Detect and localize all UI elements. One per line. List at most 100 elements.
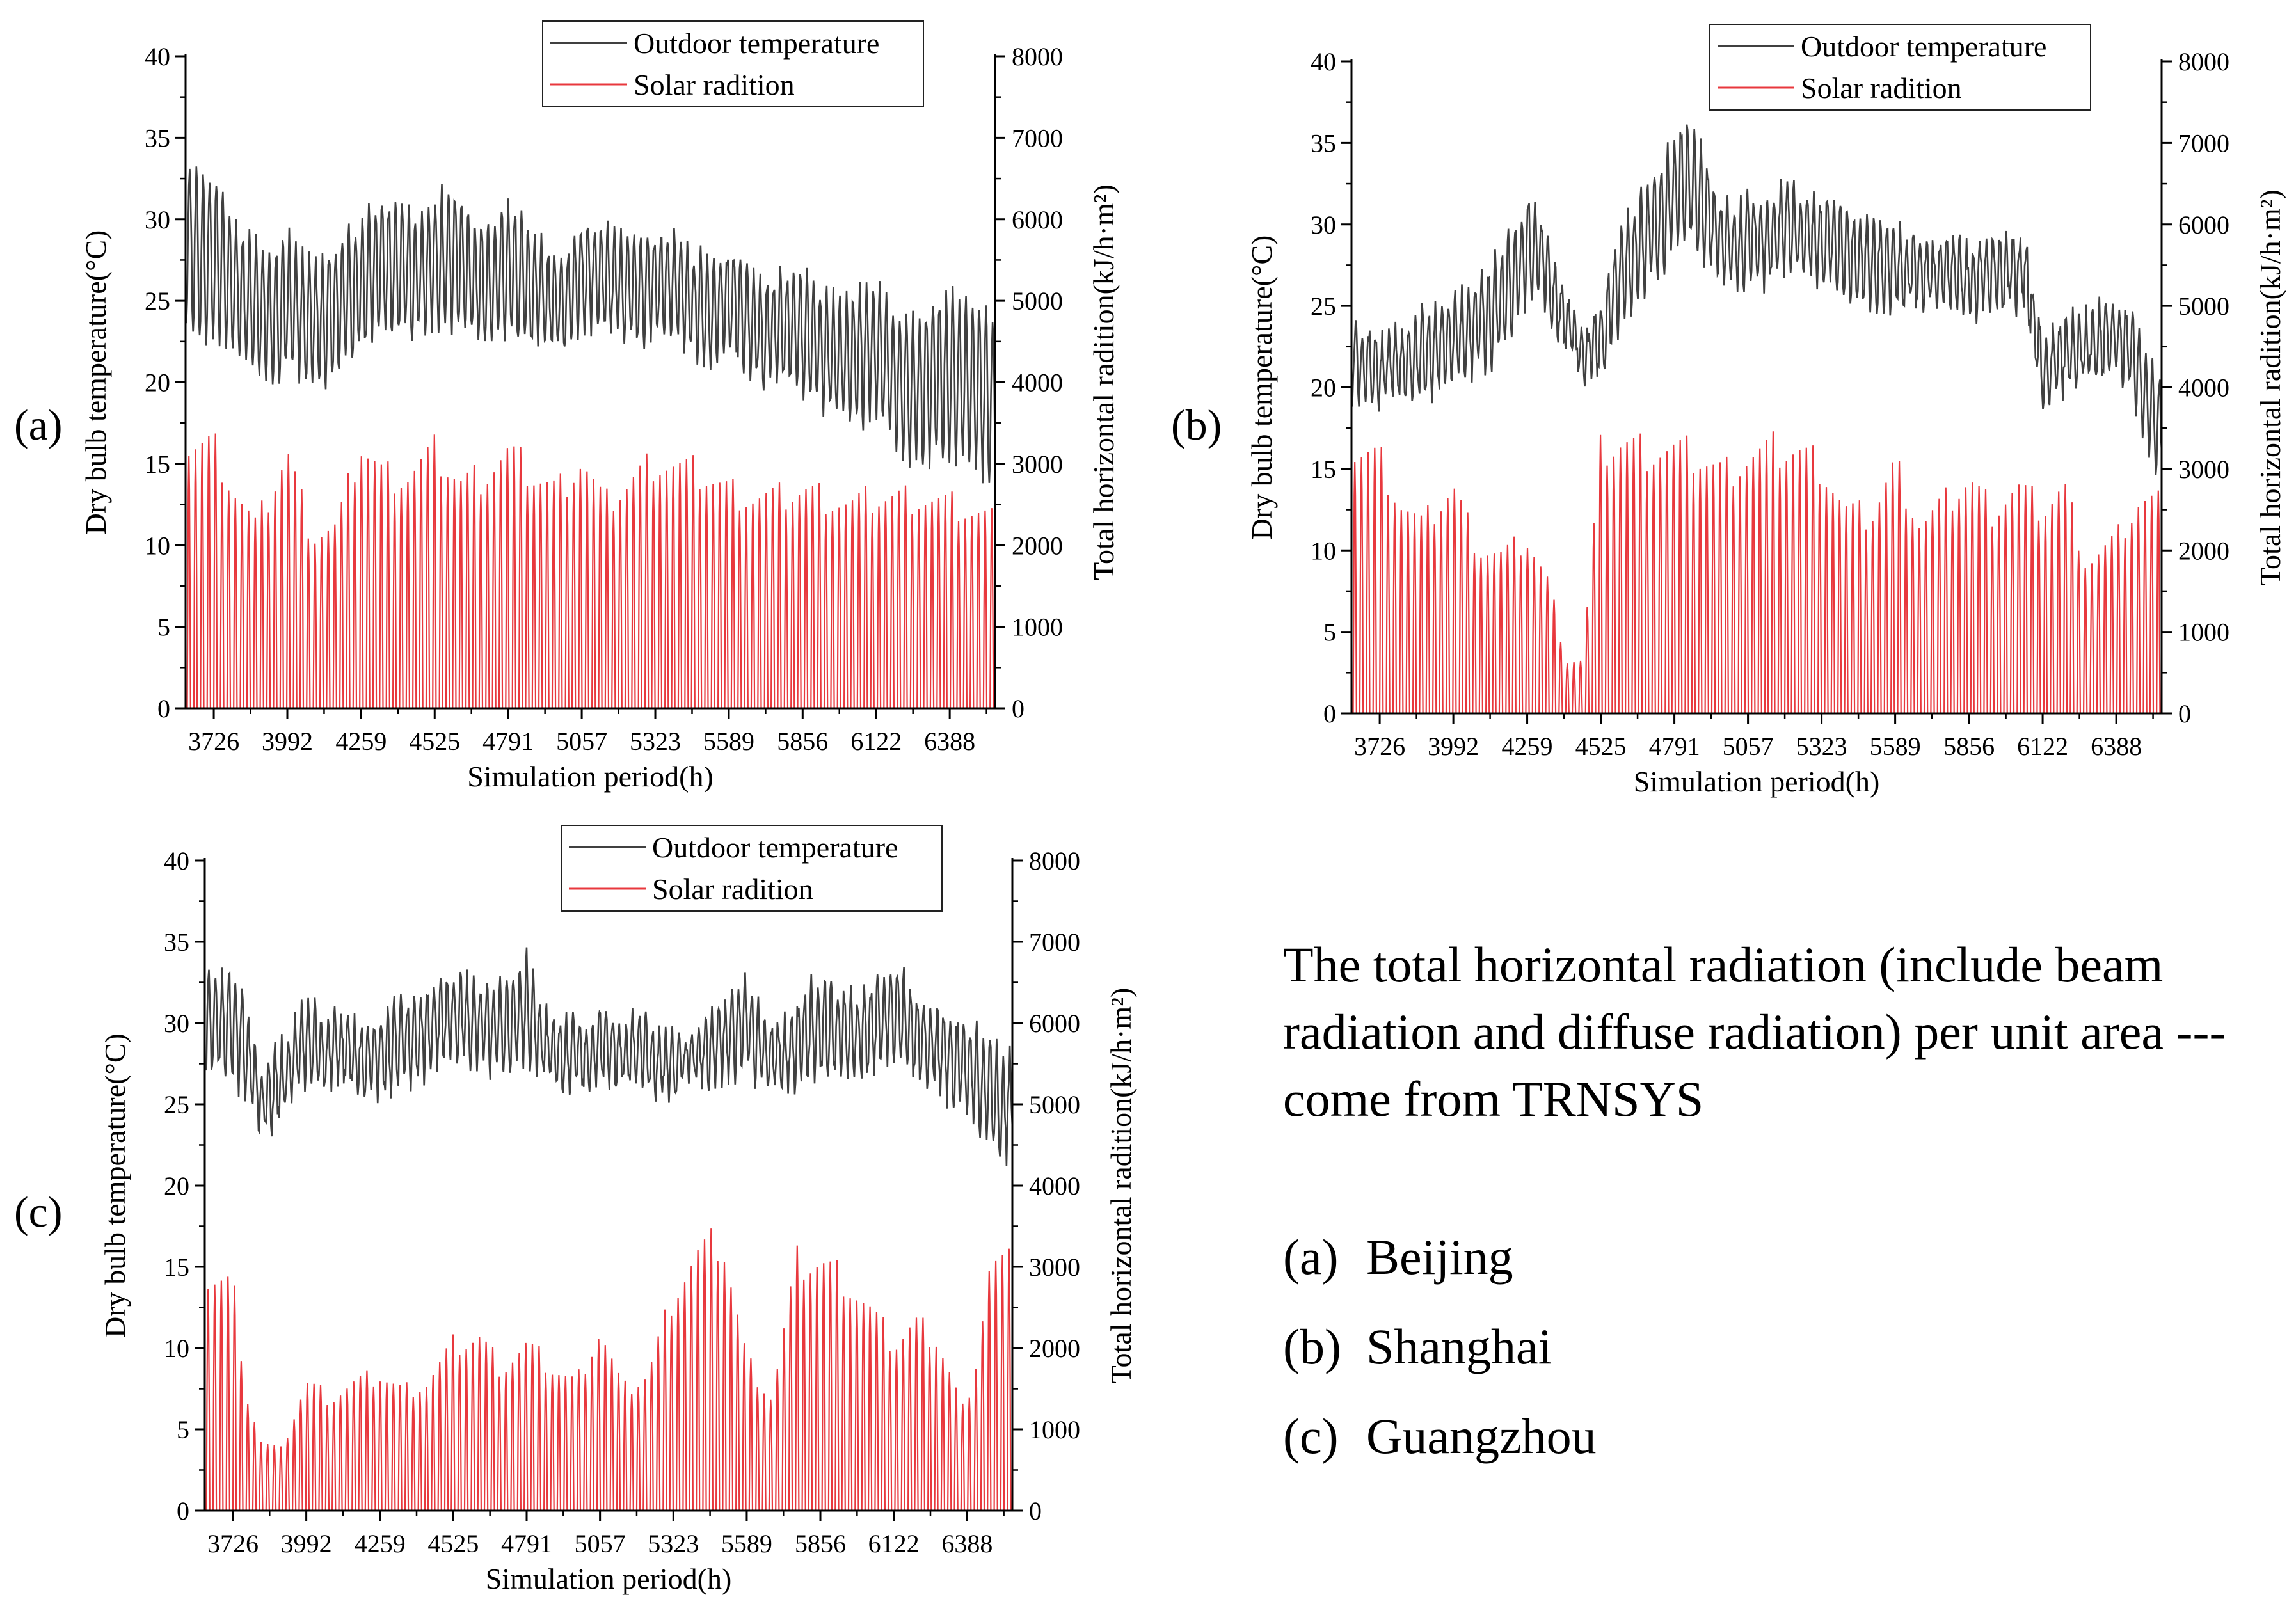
x-tick-label: 4791	[1649, 732, 1700, 761]
y-tick-label: 25	[1311, 292, 1336, 321]
y2-tick-label: 7000	[1029, 928, 1080, 957]
x-tick-label: 3992	[1428, 732, 1479, 761]
y-tick-label: 25	[164, 1090, 189, 1119]
x-tick-label: 5057	[575, 1529, 626, 1558]
outdoor-temperature-series	[203, 947, 1014, 1166]
city-name: Guangzhou	[1366, 1408, 1597, 1464]
y-tick-label: 15	[1311, 455, 1336, 484]
x-tick-label: 3726	[188, 727, 239, 756]
y2-tick-label: 5000	[1029, 1090, 1080, 1119]
y2-tick-label: 1000	[2178, 618, 2229, 647]
y-tick-label: 5	[177, 1415, 189, 1444]
y-tick-label: 40	[164, 846, 189, 875]
city-legend: (a) Beijing (b) Shanghai (c) Guangzhou	[1283, 1212, 1597, 1481]
x-tick-label: 5856	[1943, 732, 1995, 761]
legend-label-temperature: Outdoor temperature	[634, 27, 879, 60]
city-name: Beijing	[1366, 1229, 1513, 1285]
y2-tick-label: 8000	[1029, 846, 1080, 875]
y2-tick-label: 4000	[1012, 369, 1063, 397]
solar-radiation-series	[1351, 431, 2162, 715]
y-tick-label: 5	[157, 613, 170, 642]
y-axis-title: Dry bulb temperature(°C)	[1245, 235, 1278, 540]
x-tick-label: 5589	[721, 1529, 772, 1558]
y2-tick-label: 6000	[1012, 205, 1063, 234]
y-axis-title: Dry bulb temperature(°C)	[99, 1033, 131, 1338]
y2-axis-title: Total horizontal radition(kJ/h·m²)	[2254, 189, 2286, 585]
y-tick-label: 10	[164, 1334, 189, 1363]
x-tick-label: 4525	[427, 1529, 479, 1558]
y2-tick-label: 0	[1012, 694, 1024, 723]
x-tick-label: 5057	[1723, 732, 1774, 761]
y2-tick-label: 2000	[1029, 1334, 1080, 1363]
x-tick-label: 5589	[703, 727, 754, 756]
y2-tick-label: 6000	[2178, 211, 2229, 239]
x-tick-label: 5323	[648, 1529, 699, 1558]
y-tick-label: 20	[164, 1172, 189, 1200]
y2-axis-title: Total horizontal radition(kJ/h·m²)	[1087, 184, 1120, 580]
y2-tick-label: 2000	[1012, 531, 1063, 560]
panel-label-b: (b)	[1171, 401, 1222, 449]
y-tick-label: 25	[145, 287, 170, 315]
y2-tick-label: 6000	[1029, 1009, 1080, 1038]
y2-tick-label: 4000	[2178, 374, 2229, 402]
y2-tick-label: 4000	[1029, 1172, 1080, 1200]
x-tick-label: 4525	[1575, 732, 1627, 761]
x-tick-label: 5856	[795, 1529, 846, 1558]
legend-label-solar: Solar radition	[634, 68, 795, 101]
x-tick-label: 3992	[281, 1529, 332, 1558]
panel-label-a: (a)	[14, 401, 63, 449]
panel-label-c: (c)	[14, 1188, 63, 1236]
y2-tick-label: 1000	[1029, 1415, 1080, 1444]
x-axis-title: Simulation period(h)	[1634, 765, 1880, 798]
y2-tick-label: 8000	[1012, 42, 1063, 71]
y2-tick-label: 2000	[2178, 536, 2229, 565]
y-tick-label: 20	[1311, 374, 1336, 402]
y-tick-label: 10	[145, 531, 170, 560]
x-tick-label: 3726	[1354, 732, 1405, 761]
x-tick-label: 5589	[1870, 732, 1921, 761]
y-tick-label: 30	[145, 205, 170, 234]
y-tick-label: 35	[164, 928, 189, 957]
y2-tick-label: 7000	[2178, 129, 2229, 157]
x-axis-title: Simulation period(h)	[486, 1562, 732, 1595]
outdoor-temperature-series	[1350, 124, 2163, 475]
y-tick-label: 0	[157, 694, 170, 723]
y2-axis-title: Total horizontal radition(kJ/h·m²)	[1104, 988, 1137, 1384]
y2-tick-label: 5000	[2178, 292, 2229, 321]
y2-tick-label: 3000	[2178, 455, 2229, 484]
y-tick-label: 15	[164, 1253, 189, 1282]
x-tick-label: 5856	[777, 727, 828, 756]
y-tick-label: 40	[145, 42, 170, 71]
city-letter: (c)	[1283, 1408, 1339, 1464]
city-letter: (a)	[1283, 1229, 1339, 1285]
y2-tick-label: 3000	[1012, 450, 1063, 479]
y-tick-label: 35	[145, 123, 170, 152]
y-tick-label: 5	[1323, 618, 1336, 647]
y2-tick-label: 5000	[1012, 287, 1063, 315]
x-tick-label: 4259	[1502, 732, 1553, 761]
y-tick-label: 30	[164, 1009, 189, 1038]
legend-label-temperature: Outdoor temperature	[1801, 30, 2046, 63]
y-tick-label: 10	[1311, 536, 1336, 565]
city-item-guangzhou: (c) Guangzhou	[1283, 1392, 1597, 1481]
y2-tick-label: 0	[2178, 699, 2191, 728]
x-tick-label: 6388	[924, 727, 975, 756]
legend-label-solar: Solar radition	[1801, 72, 1962, 104]
x-tick-label: 4259	[335, 727, 387, 756]
x-tick-label: 3726	[207, 1529, 259, 1558]
chart-guangzhou: 0 5 10 15 20 25 30 35 40 0 1000 2000 3000 4000 5000 600…	[99, 825, 1137, 1595]
y2-tick-label: 3000	[1029, 1253, 1080, 1282]
solar-radiation-series	[186, 433, 995, 710]
legend-box	[561, 825, 943, 912]
y-tick-label: 0	[1323, 699, 1336, 728]
legend-label-temperature: Outdoor temperature	[652, 831, 898, 864]
y-tick-label: 35	[1311, 129, 1336, 157]
y-tick-label: 0	[177, 1497, 189, 1525]
x-tick-label: 4525	[409, 727, 460, 756]
x-tick-label: 4791	[482, 727, 534, 756]
figure-note: The total horizontal radiation (include …	[1283, 937, 2226, 1127]
city-name: Shanghai	[1366, 1319, 1552, 1374]
y2-tick-label: 0	[1029, 1497, 1042, 1525]
city-item-shanghai: (b) Shanghai	[1283, 1302, 1597, 1392]
